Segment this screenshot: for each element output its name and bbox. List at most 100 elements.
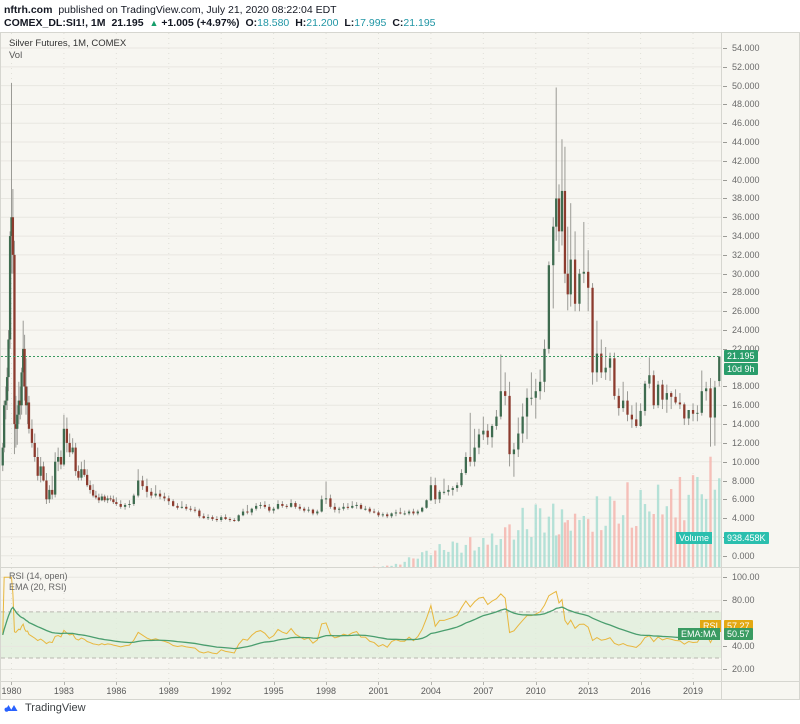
current-price-badge[interactable]: 21.195 xyxy=(724,350,758,363)
price-axis-tick xyxy=(723,518,727,520)
candle-body xyxy=(621,400,625,409)
last-price: 21.195 xyxy=(111,17,144,29)
volume-bar xyxy=(635,526,638,567)
candle-body xyxy=(652,375,655,406)
candle-body xyxy=(27,402,31,429)
candle-body xyxy=(48,489,51,500)
candle-body xyxy=(100,496,103,501)
volume-bars xyxy=(372,456,721,567)
candle-body xyxy=(189,508,192,510)
volume-bar xyxy=(538,508,542,567)
time-axis-label: 2007 xyxy=(473,686,494,696)
close-value: 21.195 xyxy=(403,17,436,29)
volume-bar xyxy=(643,504,647,567)
time-axis-tick xyxy=(378,682,380,685)
rsi-pane[interactable]: RSI (14, open) EMA (20, RSI) 100.00 80.00… xyxy=(1,567,799,681)
price-axis-tick xyxy=(723,104,727,106)
candle-body xyxy=(83,469,86,475)
time-axis-label: 1998 xyxy=(316,686,337,696)
time-axis-tick xyxy=(326,682,328,685)
price-axis-tick xyxy=(723,142,727,144)
volume-bar xyxy=(604,525,607,567)
candle-body xyxy=(455,485,459,489)
candle-body xyxy=(74,447,77,472)
volume-bar xyxy=(512,539,516,567)
candle-body xyxy=(16,414,19,429)
candle-body xyxy=(403,513,406,515)
price-plot-area[interactable] xyxy=(1,33,721,567)
price-pane[interactable]: Silver Futures, 1M, COMEX Vol 54.000 52.0… xyxy=(1,33,799,567)
candle-body xyxy=(504,391,507,396)
chart-frame[interactable]: Silver Futures, 1M, COMEX Vol 54.000 52.0… xyxy=(0,32,800,700)
volume-bar xyxy=(525,529,529,567)
price-axis-tick xyxy=(723,85,727,87)
ema-value-badge[interactable]: 50.57 xyxy=(724,628,753,641)
candle-body xyxy=(215,519,218,521)
candle-body xyxy=(119,504,122,507)
candle-body xyxy=(333,506,336,510)
candle-body xyxy=(608,358,612,368)
candle-body xyxy=(425,500,428,508)
candle-body xyxy=(94,495,98,498)
volume-bar xyxy=(648,511,651,567)
volume-bar xyxy=(543,532,546,567)
candle-body xyxy=(45,480,48,500)
candle-body xyxy=(705,388,708,392)
time-axis-label: 2001 xyxy=(368,686,389,696)
candle-body xyxy=(687,410,690,419)
candle-body xyxy=(563,190,567,274)
low-value: 17.995 xyxy=(354,17,387,29)
volume-bar xyxy=(455,542,459,567)
volume-bar xyxy=(482,537,485,567)
candle-body xyxy=(412,511,415,514)
price-axis-tick xyxy=(723,442,727,444)
price-axis-label: 18.000 xyxy=(732,381,760,392)
candle-body xyxy=(39,466,42,476)
candle-body xyxy=(678,402,682,405)
price-axis-tick xyxy=(723,273,727,275)
candle-body xyxy=(303,508,306,511)
rsi-legend-line1: RSI (14, open) xyxy=(9,571,68,581)
rsi-plot-area[interactable] xyxy=(1,568,721,681)
candle-body xyxy=(338,508,341,510)
volume-bar xyxy=(563,522,567,567)
candle-body xyxy=(211,517,214,520)
candle-body xyxy=(595,353,599,373)
candle-body xyxy=(77,471,80,478)
time-axis[interactable]: 1980 1983 1986 1989 1992 1995 1998 2001 2004 2007… xyxy=(1,681,799,699)
volume-bar xyxy=(630,527,634,567)
volume-bar xyxy=(639,489,642,567)
time-axis-label: 1980 xyxy=(1,686,22,696)
price-axis-label: 24.000 xyxy=(732,325,760,336)
candle-body xyxy=(202,516,205,519)
high-value: 21.200 xyxy=(306,17,339,29)
price-axis-label: 22.000 xyxy=(732,343,760,354)
price-axis-label: 50.000 xyxy=(732,80,760,91)
price-axis[interactable]: 54.000 52.000 50.000 48.000 46.000 44.000 42.0… xyxy=(676,33,799,567)
volume-bar xyxy=(451,541,454,567)
volume-bar xyxy=(447,551,450,567)
candle-body xyxy=(276,504,280,509)
candle-body xyxy=(26,402,29,406)
volume-bar xyxy=(718,478,721,567)
rsi-axis-tick xyxy=(723,600,727,602)
candle-body xyxy=(372,511,376,513)
volume-bar xyxy=(557,534,561,567)
price-axis-tick xyxy=(723,179,727,181)
candle-body xyxy=(626,400,629,415)
rsi-legend-line2: EMA (20, RSI) xyxy=(9,582,67,592)
candle-body xyxy=(263,504,267,507)
candle-body xyxy=(17,400,20,415)
rsi-axis[interactable]: 100.00 80.00 40.00 20.00 57.27 RSI 50.57 EMA:MA xyxy=(678,568,799,681)
candle-body xyxy=(495,416,498,426)
rsi-legend: RSI (14, open) EMA (20, RSI) xyxy=(9,571,68,593)
open-value: 18.580 xyxy=(257,17,290,29)
volume-bar xyxy=(442,549,446,567)
time-axis-tick xyxy=(430,682,432,685)
volume-bar xyxy=(600,530,603,567)
volume-value-badge[interactable]: 938.458K xyxy=(724,531,769,544)
price-axis-tick xyxy=(723,217,727,219)
candle-body xyxy=(294,503,297,507)
candle-body xyxy=(329,498,332,507)
time-axis-tick xyxy=(63,682,65,685)
